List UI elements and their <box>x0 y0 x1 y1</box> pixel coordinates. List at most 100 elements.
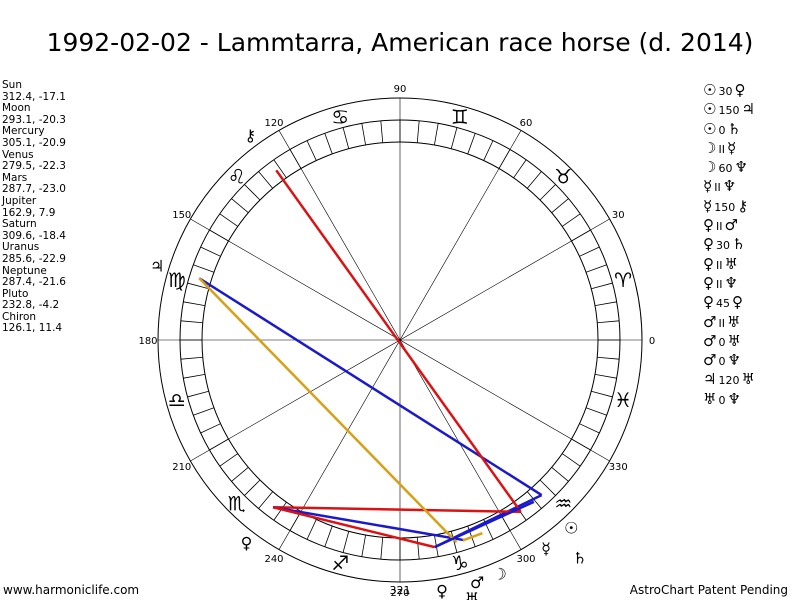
planet-glyph-icon: ♅ <box>741 370 755 389</box>
band-tick <box>193 407 215 416</box>
band-tick <box>416 120 420 143</box>
band-tick <box>526 171 542 189</box>
band-tick <box>561 453 581 467</box>
band-tick <box>561 213 581 227</box>
aspect-row: ♀ II ♂ <box>703 215 798 234</box>
position-name: Moon <box>2 102 31 115</box>
website-link[interactable]: www.harmoniclife.com <box>3 583 140 597</box>
aspect-angle: II <box>716 220 723 234</box>
planet-glyph-icon: ♆ <box>727 351 741 370</box>
degree-label: 210 <box>172 462 191 473</box>
zodiac-sign-icon: ♒ <box>554 491 572 515</box>
aspect-row: ♃ 120 ♅ <box>703 369 798 388</box>
aspect-row: ☽ II ☿ <box>703 138 798 157</box>
position-coords: 126.1, 11.4 <box>2 322 63 335</box>
band-tick <box>258 171 274 189</box>
aspect-row: ♂ II ♅ <box>703 312 798 331</box>
position-coords: 162.9, 7.9 <box>2 206 56 219</box>
zodiac-sign-icon: ♐ <box>331 551 349 575</box>
position-coords: 232.8, -4.2 <box>2 299 60 312</box>
aspect-line <box>272 506 435 549</box>
band-tick <box>306 140 317 161</box>
aspect-angle: 0 <box>718 123 726 137</box>
aspect-angle: 0 <box>718 335 726 349</box>
planet-glyph-icon: ☿ <box>703 177 713 196</box>
position-coords: 312.4, -17.1 <box>2 90 66 103</box>
planet-glyph-icon: ⚷ <box>244 126 256 145</box>
aspect-angle: II <box>716 277 723 291</box>
position-name: Mars <box>2 171 28 184</box>
band-tick <box>579 246 600 257</box>
planet-glyph-icon: ♀ <box>703 235 714 254</box>
degree-label: 150 <box>172 210 191 221</box>
band-tick <box>258 491 274 509</box>
aspect-line <box>462 531 483 542</box>
zodiac-sign-icon: ♍ <box>168 268 186 292</box>
band-tick <box>551 198 569 214</box>
planet-glyph-icon: ♀ <box>734 81 746 99</box>
position-coords: 285.6, -22.9 <box>2 252 66 265</box>
aspect-line <box>198 277 543 497</box>
planet-glyph-icon: ☽ <box>703 138 717 157</box>
band-tick <box>193 264 215 273</box>
planet-glyph-icon: ♂ <box>703 351 717 370</box>
band-tick <box>585 264 607 273</box>
position-name: Venus <box>2 148 34 161</box>
position-coords: 305.1, -20.9 <box>2 136 66 149</box>
band-tick <box>416 537 420 560</box>
band-tick <box>244 184 261 201</box>
band-tick <box>380 120 384 143</box>
zodiac-sign-icon: ♌ <box>228 165 246 189</box>
band-tick <box>342 127 350 149</box>
planet-glyph-icon: ♄ <box>727 119 741 138</box>
aspect-line <box>273 506 521 514</box>
aspect-line <box>275 169 522 513</box>
band-tick <box>200 423 221 434</box>
band-tick <box>231 466 249 482</box>
band-tick <box>183 373 206 379</box>
degree-label: 240 <box>264 554 283 565</box>
degree-label: 330 <box>609 462 628 473</box>
planet-glyph-icon: ♅ <box>703 389 717 408</box>
position-name: Saturn <box>2 218 37 231</box>
band-tick <box>513 159 527 179</box>
zodiac-sign-icon: ♑ <box>451 551 469 575</box>
planet-glyph-icon: ♆ <box>724 273 738 292</box>
band-tick <box>380 537 384 560</box>
aspect-angle: II <box>718 142 725 156</box>
aspect-row: ☉ 30 ♀ <box>703 80 798 99</box>
band-tick <box>467 133 476 155</box>
planet-positions-list: Sun 312.4, -17.1 Moon 293.1, -20.3 Mercury 30… <box>2 79 112 335</box>
degree-label: 300 <box>516 554 535 565</box>
aspect-row: ♂ 0 ♅ <box>703 331 798 350</box>
position-name: Neptune <box>2 264 47 277</box>
band-tick <box>324 133 333 155</box>
band-tick <box>483 140 494 161</box>
position-name: Jupiter <box>2 194 37 207</box>
band-tick <box>597 320 620 324</box>
aspect-row: ☉ 0 ♄ <box>703 119 798 138</box>
aspect-row: ♂ 0 ♆ <box>703 350 798 369</box>
band-tick <box>231 198 249 214</box>
aspect-angle: II <box>714 181 721 195</box>
planet-glyph-icon: ☽ <box>492 565 506 584</box>
planet-glyph-icon: ☿ <box>541 539 551 558</box>
aspect-row: ☿ II ♆ <box>703 176 798 195</box>
division-line <box>190 218 610 462</box>
aspect-line <box>272 506 465 542</box>
band-tick <box>539 479 556 496</box>
band-tick <box>450 531 458 553</box>
band-tick <box>183 301 206 307</box>
band-tick <box>219 453 239 467</box>
aspect-angle: 120 <box>718 374 740 388</box>
planet-glyph-icon: ♀ <box>703 254 714 273</box>
planet-glyph-icon: ♅ <box>727 331 741 350</box>
planet-glyph-icon: ☽ <box>703 158 717 177</box>
planet-glyph-icon: ☉ <box>703 81 717 99</box>
position-name: Mercury <box>2 125 45 138</box>
planet-glyph-icon: ♃ <box>150 256 164 275</box>
degree-label: 0 <box>649 336 655 347</box>
patent-note: AstroChart Patent Pending <box>629 583 788 597</box>
aspect-row: ♀ 30 ♄ <box>703 234 798 253</box>
